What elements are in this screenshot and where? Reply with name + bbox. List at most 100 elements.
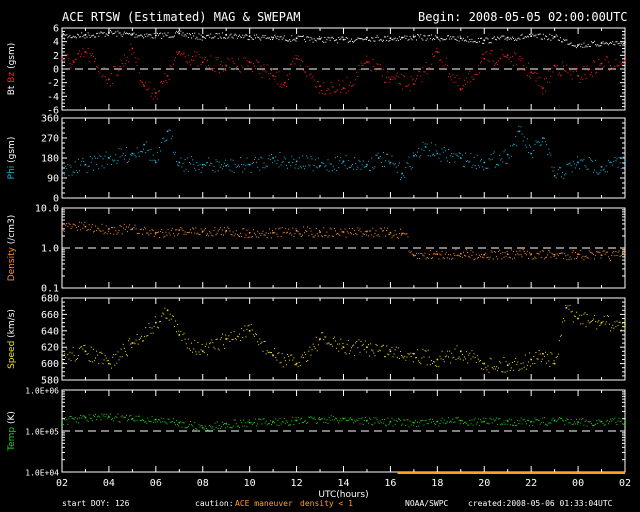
data-point	[264, 167, 266, 169]
data-point	[154, 160, 156, 162]
data-point	[489, 159, 491, 161]
data-point	[331, 170, 333, 172]
data-point	[514, 39, 516, 41]
data-point	[374, 422, 376, 424]
data-point	[400, 178, 402, 180]
data-point	[423, 150, 425, 152]
data-point	[195, 227, 197, 229]
data-point	[363, 420, 365, 422]
data-point	[191, 59, 193, 61]
data-point	[588, 45, 590, 47]
data-point	[156, 232, 158, 234]
data-point	[499, 38, 501, 40]
data-point	[555, 421, 557, 423]
data-point	[302, 165, 304, 167]
data-point	[153, 325, 155, 327]
data-point	[119, 66, 121, 68]
data-point	[372, 227, 374, 229]
data-point	[598, 45, 600, 47]
data-point	[525, 368, 527, 370]
data-point	[490, 49, 492, 51]
data-point	[414, 154, 416, 156]
data-point	[440, 37, 442, 39]
data-point	[116, 162, 118, 164]
data-point	[514, 257, 516, 259]
data-point	[224, 227, 226, 229]
data-point	[86, 419, 88, 421]
data-point	[265, 232, 267, 234]
data-point	[295, 164, 297, 166]
data-point	[151, 415, 153, 417]
data-point	[70, 67, 72, 69]
data-point	[609, 258, 611, 260]
data-point	[117, 351, 119, 353]
data-point	[417, 74, 419, 76]
data-point	[379, 350, 381, 352]
data-point	[408, 426, 410, 428]
data-point	[204, 345, 206, 347]
data-point	[360, 62, 362, 64]
data-point	[577, 256, 579, 258]
data-point	[440, 59, 442, 61]
data-point	[466, 40, 468, 42]
data-point	[92, 414, 94, 416]
data-point	[119, 224, 121, 226]
data-point	[547, 424, 549, 426]
data-point	[315, 166, 317, 168]
data-point	[262, 230, 264, 232]
data-point	[101, 352, 103, 354]
data-point	[337, 89, 339, 91]
data-point	[443, 361, 445, 363]
data-point	[159, 147, 161, 149]
data-point	[344, 417, 346, 419]
data-point	[92, 231, 94, 233]
data-point	[97, 416, 99, 418]
data-point	[618, 42, 620, 44]
data-point	[272, 230, 274, 232]
data-point	[449, 350, 451, 352]
data-point	[476, 41, 478, 43]
data-point	[509, 145, 511, 147]
data-point	[621, 41, 623, 43]
data-point	[308, 68, 310, 70]
y-axis-label-part: Speed	[7, 341, 17, 369]
data-point	[283, 84, 285, 86]
data-point	[605, 56, 607, 58]
data-point	[257, 166, 259, 168]
data-point	[196, 233, 198, 235]
data-point	[173, 235, 175, 237]
data-point	[406, 356, 408, 358]
data-point	[524, 420, 526, 422]
data-point	[517, 253, 519, 255]
data-point	[261, 36, 263, 38]
data-point	[340, 228, 342, 230]
data-point	[522, 65, 524, 67]
data-point	[511, 55, 513, 57]
data-point	[552, 253, 554, 255]
data-point	[409, 352, 411, 354]
data-point	[176, 30, 178, 32]
data-point	[159, 33, 161, 35]
data-point	[530, 35, 532, 37]
data-point	[328, 170, 330, 172]
data-point	[182, 32, 184, 34]
data-point	[267, 423, 269, 425]
data-point	[338, 36, 340, 38]
y-axis-label-part: Temp	[7, 427, 17, 452]
data-point	[80, 36, 82, 38]
data-point	[389, 81, 391, 83]
data-point	[354, 40, 356, 42]
data-point	[527, 36, 529, 38]
data-point	[598, 419, 600, 421]
data-point	[553, 253, 556, 256]
data-point	[613, 67, 615, 69]
data-point	[266, 350, 268, 352]
data-point	[408, 250, 410, 252]
data-point	[441, 38, 443, 40]
data-point	[500, 58, 502, 60]
data-point	[388, 423, 390, 425]
data-point	[562, 61, 564, 63]
data-point	[588, 421, 590, 423]
data-point	[310, 156, 312, 158]
